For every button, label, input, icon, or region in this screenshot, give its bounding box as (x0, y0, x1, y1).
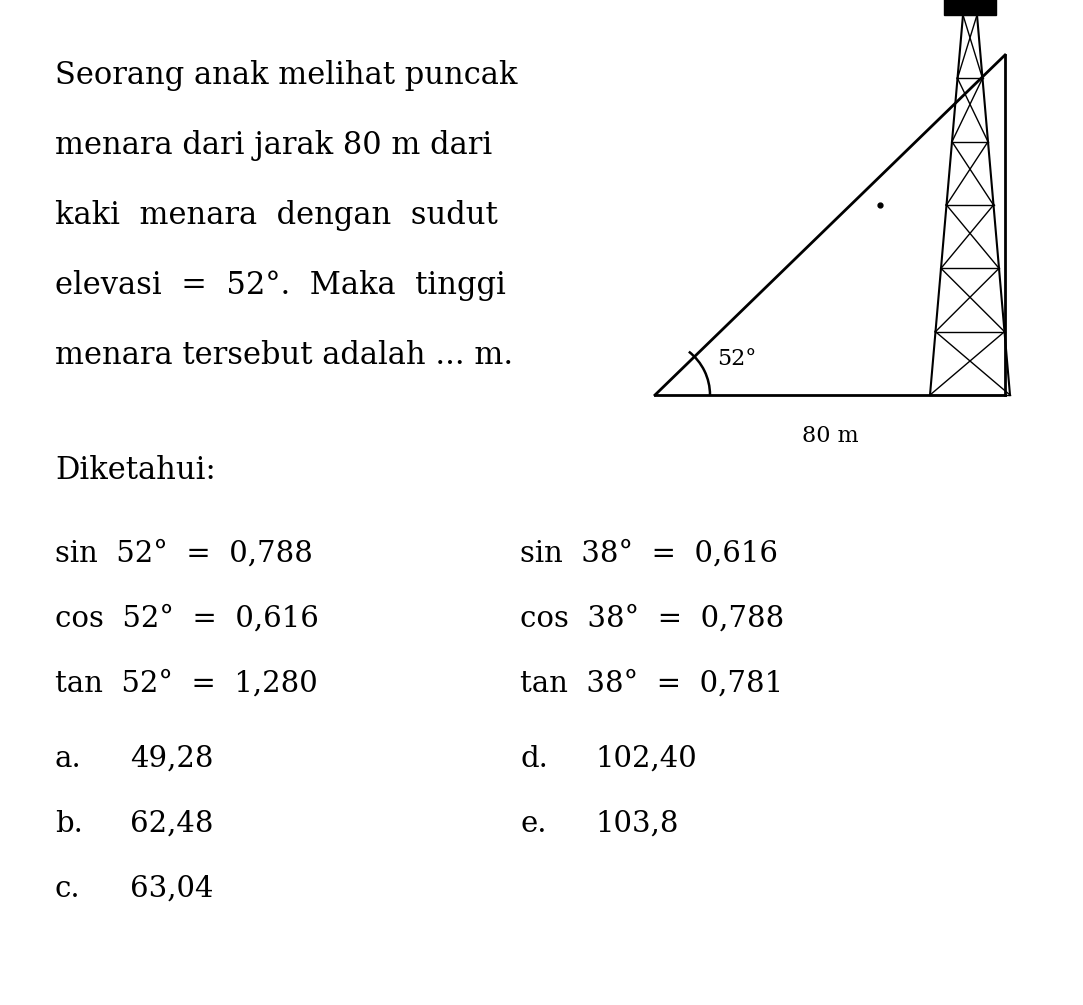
Text: 80 m: 80 m (801, 425, 859, 447)
Text: 62,48: 62,48 (130, 810, 213, 838)
Text: tan  38°  =  0,781: tan 38° = 0,781 (520, 670, 783, 698)
Text: cos  38°  =  0,788: cos 38° = 0,788 (520, 605, 784, 633)
Text: 103,8: 103,8 (595, 810, 679, 838)
Text: Diketahui:: Diketahui: (55, 455, 216, 486)
Text: 52°: 52° (717, 348, 756, 370)
Text: c.: c. (55, 875, 80, 903)
Text: e.: e. (520, 810, 547, 838)
Text: menara tersebut adalah ... m.: menara tersebut adalah ... m. (55, 340, 513, 371)
Text: menara dari jarak 80 m dari: menara dari jarak 80 m dari (55, 130, 493, 161)
Text: 63,04: 63,04 (130, 875, 213, 903)
Text: sin  38°  =  0,616: sin 38° = 0,616 (520, 540, 778, 568)
Text: kaki  menara  dengan  sudut: kaki menara dengan sudut (55, 200, 498, 231)
Text: cos  52°  =  0,616: cos 52° = 0,616 (55, 605, 318, 633)
Text: a.: a. (55, 745, 81, 773)
Text: 102,40: 102,40 (595, 745, 696, 773)
Text: b.: b. (55, 810, 83, 838)
Text: d.: d. (520, 745, 548, 773)
Text: sin  52°  =  0,788: sin 52° = 0,788 (55, 540, 313, 568)
Text: Seorang anak melihat puncak: Seorang anak melihat puncak (55, 60, 518, 91)
Text: 49,28: 49,28 (130, 745, 213, 773)
Text: elevasi  =  52°.  Maka  tinggi: elevasi = 52°. Maka tinggi (55, 270, 506, 302)
Text: tan  52°  =  1,280: tan 52° = 1,280 (55, 670, 317, 698)
Bar (944, 0, 996, 15)
